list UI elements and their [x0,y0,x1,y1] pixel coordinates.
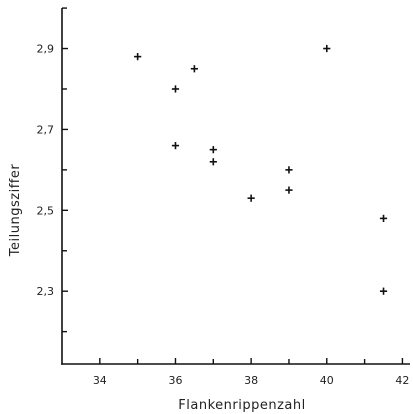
data-point [171,142,180,150]
data-point [379,214,388,222]
data-point [247,194,255,202]
y-tick-label: 2,7 [37,123,55,136]
y-tick-label: 2,5 [37,204,55,217]
data-point [209,158,217,166]
x-tick-label: 34 [93,374,107,387]
data-point [379,287,388,295]
data-point [323,44,331,53]
x-axis-title: Flankenrippenzahl [178,398,305,413]
x-tick-label: 36 [168,374,182,387]
data-point [209,146,217,154]
y-tick-label: 2,9 [37,43,55,56]
data-points [134,44,388,295]
data-point [285,186,293,194]
data-point [285,166,293,174]
y-axis-title: Teilungsziffer [8,164,23,258]
x-tick-label: 38 [244,374,258,387]
y-tick-label: 2,3 [37,285,55,298]
data-point [190,65,198,73]
data-point [134,53,142,61]
x-tick-label: 40 [320,374,334,387]
ticks: 34 36 38 40 42 2,3 2,5 2,7 2,9 [37,7,409,387]
data-point [171,85,180,93]
axes [61,8,410,365]
x-tick-label: 42 [395,374,409,387]
